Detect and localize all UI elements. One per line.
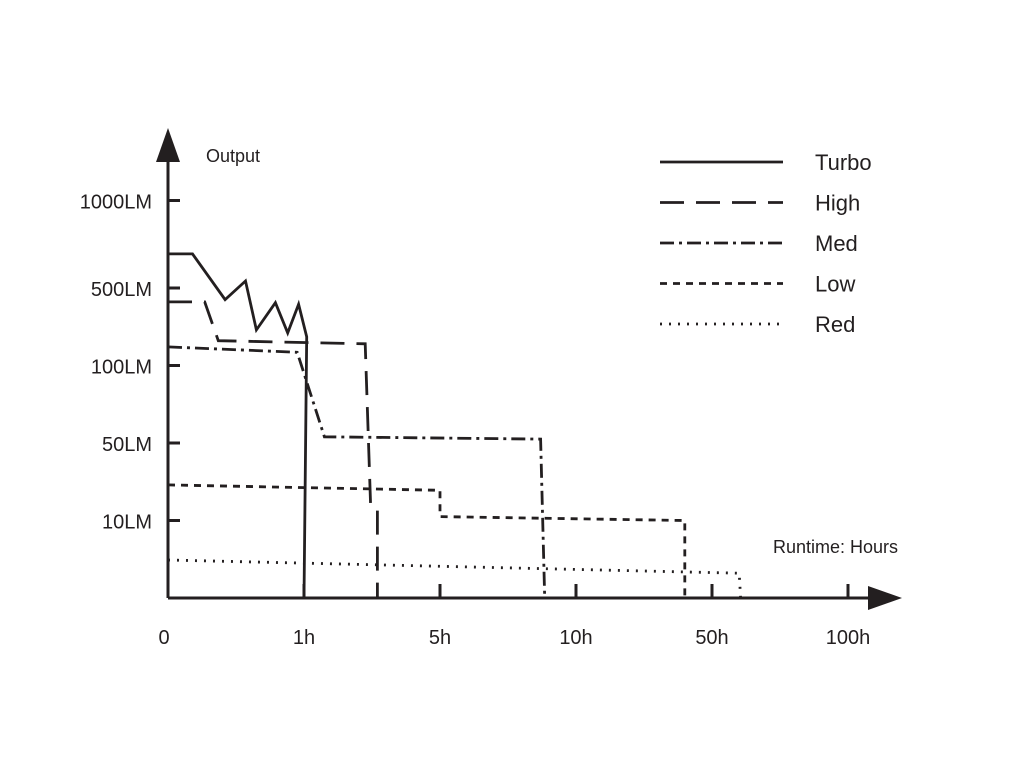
x-axis-arrow <box>868 586 902 610</box>
series-line-red <box>167 558 742 599</box>
series-line-high <box>168 300 379 598</box>
y-axis-label: Output <box>206 146 260 166</box>
y-tick-label: 500LM <box>91 279 152 301</box>
x-tick-label: 100h <box>826 627 871 649</box>
legend-label-med: Med <box>815 231 858 256</box>
series-line-low <box>167 483 687 598</box>
legend: Turbo High Med Low Red <box>660 150 872 337</box>
y-tick-label: 100LM <box>91 357 152 379</box>
legend-label-low: Low <box>815 272 855 297</box>
x-tick-label: 5h <box>429 627 451 649</box>
axes: Output Runtime: Hours 0 1h 5h 10h 50h 100h 10LM 5… <box>80 128 902 649</box>
x-axis-label: Runtime: Hours <box>773 537 898 557</box>
x-tick-label: 10h <box>559 627 592 649</box>
legend-label-high: High <box>815 191 860 216</box>
x-tick-label: 0 <box>158 627 169 649</box>
y-tick-label: 10LM <box>102 512 152 534</box>
legend-label-red: Red <box>815 312 855 337</box>
y-tick-label: 50LM <box>102 434 152 456</box>
legend-label-turbo: Turbo <box>815 150 872 175</box>
series-line-med <box>167 345 547 599</box>
series-line-turbo <box>168 252 309 599</box>
x-tick-label: 1h <box>293 627 315 649</box>
y-axis-arrow <box>156 128 180 162</box>
y-tick-label: 1000LM <box>80 192 152 214</box>
x-tick-label: 50h <box>695 627 728 649</box>
series-lines <box>167 252 742 599</box>
